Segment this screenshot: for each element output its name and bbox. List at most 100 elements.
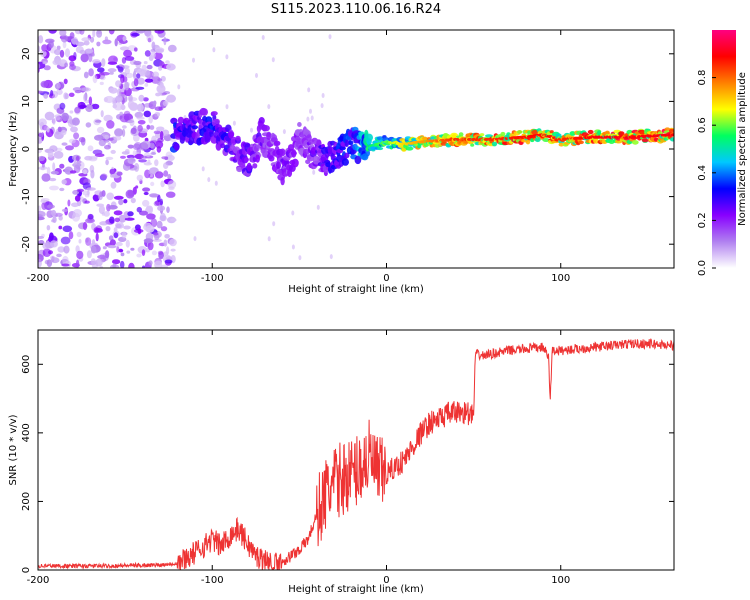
noise-blob: [161, 264, 168, 268]
noise-blob: [328, 34, 332, 40]
noise-blob: [104, 95, 115, 104]
noise-blob: [161, 129, 170, 136]
noise-blob: [145, 205, 153, 213]
noise-blob: [64, 62, 68, 68]
ridge-blob: [491, 141, 498, 147]
noise-blob: [57, 126, 62, 132]
colorbar-tick-label: 0.6: [697, 117, 708, 133]
noise-blob: [40, 166, 45, 171]
noise-blob: [143, 61, 148, 65]
noise-blob: [108, 137, 114, 141]
noise-blob: [46, 259, 53, 267]
noise-blob: [146, 124, 151, 130]
ridge-blob: [377, 147, 384, 151]
noise-blob: [117, 88, 122, 97]
ridge-blob: [268, 155, 275, 162]
noise-blob: [149, 193, 159, 198]
noise-blob: [75, 259, 80, 268]
noise-blob: [143, 191, 149, 196]
noise-blob: [126, 250, 131, 254]
noise-blob: [329, 254, 333, 260]
noise-blob: [73, 132, 80, 140]
noise-blob: [96, 41, 101, 47]
noise-blob: [60, 236, 71, 245]
noise-blob: [146, 213, 156, 220]
noise-blob: [114, 217, 121, 223]
noise-blob: [107, 68, 117, 73]
noise-blob: [63, 78, 68, 85]
noise-blob: [120, 74, 125, 84]
noise-blob: [156, 126, 165, 132]
colorbar-tick-label: 0.4: [697, 165, 708, 181]
noise-blob: [164, 234, 170, 239]
snr-y-tick-label: 400: [21, 423, 32, 442]
noise-blob: [90, 169, 95, 179]
snr-x-axis: -200 -100 0 100: [27, 330, 570, 586]
noise-blob: [134, 47, 138, 52]
noise-blob: [149, 125, 155, 130]
noise-blob: [108, 30, 115, 35]
ridge-blob: [631, 140, 639, 145]
noise-blob: [154, 30, 165, 34]
noise-blob: [149, 140, 159, 144]
noise-blob: [38, 35, 44, 44]
noise-blob: [62, 225, 73, 233]
noise-blob: [163, 36, 167, 46]
noise-blob: [154, 260, 163, 268]
noise-blob: [49, 177, 57, 182]
ridge-blob: [177, 116, 184, 124]
noise-blob: [169, 238, 177, 247]
noise-blob: [40, 199, 47, 203]
noise-blob: [170, 248, 176, 252]
ridge-blob: [405, 146, 414, 151]
ridge-blob: [668, 128, 674, 133]
spectrogram-x-tick-label: 100: [551, 273, 570, 284]
ridge-blob: [252, 163, 258, 169]
noise-blob: [151, 250, 157, 256]
noise-blob: [123, 110, 131, 117]
noise-blob: [83, 40, 90, 46]
ridge-blob: [210, 111, 218, 116]
noise-blob: [106, 120, 115, 129]
spectrogram-x-axis: -200 -100 0 100: [27, 30, 570, 284]
noise-blob: [119, 260, 125, 268]
noise-blob: [158, 65, 163, 71]
noise-blob: [157, 205, 166, 212]
noise-blob: [68, 138, 76, 144]
noise-blob: [159, 212, 166, 222]
colorbar-gradient: [712, 30, 736, 268]
noise-blob: [80, 53, 89, 63]
ridge-blob: [587, 129, 594, 135]
ridge-blob: [525, 139, 531, 145]
noise-blob: [51, 209, 57, 217]
snr-panel: -200 -100 0 100 0 200 400 600 Height of straig…: [8, 329, 675, 595]
noise-blob: [143, 97, 149, 102]
noise-blob: [136, 253, 142, 258]
noise-blob: [83, 93, 87, 102]
noise-blob: [71, 36, 79, 45]
noise-blob: [124, 81, 130, 91]
noise-blob: [316, 204, 320, 210]
noise-blob: [94, 134, 104, 141]
ridge-blob: [555, 133, 562, 137]
noise-blob: [92, 59, 101, 64]
noise-blob: [72, 209, 82, 218]
noise-blob: [133, 78, 139, 87]
noise-blob: [124, 56, 135, 61]
snr-xlabel: Height of straight line (km): [288, 584, 424, 595]
noise-blob: [61, 263, 70, 267]
noise-blob: [52, 162, 56, 172]
noise-blob: [46, 225, 51, 231]
noise-blob: [298, 255, 302, 261]
noise-blob: [142, 265, 146, 268]
noise-blob: [207, 177, 211, 183]
noise-blob: [59, 49, 65, 58]
noise-blob: [69, 110, 74, 114]
noise-blob: [69, 64, 76, 71]
noise-blob: [225, 104, 229, 110]
noise-blob: [46, 166, 51, 176]
noise-blob: [57, 82, 61, 89]
ridge-blob: [261, 125, 270, 132]
noise-blob: [95, 232, 99, 242]
